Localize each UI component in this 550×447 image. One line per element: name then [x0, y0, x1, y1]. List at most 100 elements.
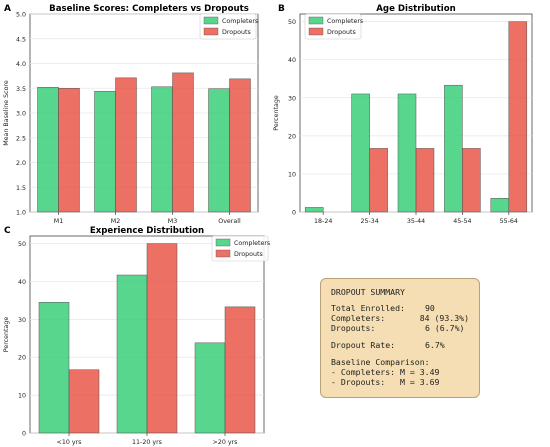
- y-tick-label: 0: [22, 431, 26, 438]
- legend-label-completers: Completers: [222, 18, 258, 25]
- bar-dropouts: [172, 72, 194, 213]
- bar-dropouts: [229, 78, 251, 213]
- y-tick-label: 10: [288, 171, 296, 178]
- panel-letter: A: [4, 4, 11, 14]
- x-tick-label: M1: [54, 218, 63, 225]
- legend-label-completers: Completers: [327, 18, 363, 25]
- y-tick-label: 20: [288, 133, 296, 140]
- summary-title: DROPOUT SUMMARY: [331, 287, 405, 297]
- bar-dropouts: [146, 243, 178, 434]
- summary-comparison-title: Baseline Comparison:: [331, 357, 430, 367]
- legend-swatch-dropouts: [203, 27, 219, 36]
- summary-comparison-dropouts: - Dropouts: M = 3.69: [331, 377, 440, 387]
- y-tick-label: 10: [18, 393, 26, 400]
- y-axis-label: Mean Baseline Score: [3, 80, 10, 146]
- y-tick-label: 50: [288, 19, 296, 26]
- legend-swatch-completers: [203, 16, 219, 25]
- legend-swatch-completers: [215, 238, 231, 247]
- x-tick-label: <10 yrs: [57, 439, 82, 446]
- bar-dropouts: [415, 148, 435, 213]
- summary-rate-value: 6.7%: [425, 340, 445, 350]
- x-tick-label: Overall: [218, 218, 241, 225]
- summary-completers-label: Completers:: [331, 313, 386, 323]
- chart-title: Age Distribution: [376, 4, 455, 14]
- x-tick-label: 45-54: [453, 218, 471, 225]
- summary-total-value: 90: [425, 303, 435, 313]
- legend-label-dropouts: Dropouts: [234, 251, 263, 258]
- y-tick-label: 30: [288, 95, 296, 102]
- bar-completers: [304, 207, 324, 213]
- summary-total-label: Total Enrolled:: [331, 303, 405, 313]
- y-tick-label: 4.0: [16, 61, 26, 68]
- legend: Completers Dropouts: [211, 235, 270, 262]
- summary-completers-value: 84 (93.3%): [419, 313, 469, 323]
- legend: Completers Dropouts: [199, 13, 258, 40]
- summary-dropouts-value: 6 (6.7%): [425, 323, 465, 333]
- y-tick-label: 1.5: [16, 185, 26, 192]
- summary-comparison-completers: - Completers: M = 3.49: [331, 367, 440, 377]
- bar-completers: [490, 198, 510, 213]
- y-tick-label: 30: [18, 317, 26, 324]
- bar-dropouts: [58, 88, 80, 213]
- summary-rate-row: Dropout Rate: 6.7%: [331, 340, 469, 350]
- bar-dropouts: [115, 77, 137, 213]
- legend-swatch-completers: [308, 16, 324, 25]
- bar-completers: [151, 86, 173, 213]
- panel-letter: B: [278, 4, 285, 14]
- bar-completers: [208, 88, 230, 213]
- y-tick-label: 1.0: [16, 210, 26, 217]
- summary-dropouts-row: Dropouts: 6 (6.7%): [331, 323, 469, 333]
- bar-completers: [194, 342, 226, 434]
- bar-completers: [37, 87, 59, 213]
- x-tick-label: M3: [168, 218, 177, 225]
- bar-dropouts: [68, 369, 100, 434]
- chart-title: Experience Distribution: [90, 226, 204, 236]
- legend: Completers Dropouts: [304, 13, 363, 40]
- panel-a: A Baseline Scores: Completers vs Dropouts…: [3, 4, 259, 225]
- legend-label-dropouts: Dropouts: [222, 29, 251, 36]
- x-tick-label: 18-24: [314, 218, 332, 225]
- y-tick-label: 3.0: [16, 111, 26, 118]
- chart-title: Baseline Scores: Completers vs Dropouts: [49, 4, 249, 14]
- x-tick-label: M2: [111, 218, 120, 225]
- x-tick-label: 35-44: [407, 218, 425, 225]
- panel-c: C Experience Distribution 0 10 20 30 40 50 Perce…: [3, 226, 270, 446]
- y-tick-label: 50: [18, 241, 26, 248]
- bar-completers: [444, 84, 463, 213]
- bar-completers: [38, 302, 70, 434]
- x-tick-label: 25-34: [360, 218, 378, 225]
- x-tick-label: 11-20 yrs: [132, 439, 162, 446]
- legend-swatch-dropouts: [308, 27, 324, 36]
- x-tick-label: >20 yrs: [213, 439, 238, 446]
- bar-dropouts: [369, 148, 388, 213]
- y-tick-label: 3.5: [16, 86, 26, 93]
- bar-dropouts: [508, 21, 528, 213]
- y-tick-label: 2.0: [16, 160, 26, 167]
- summary-total-row: Total Enrolled: 90: [331, 303, 469, 313]
- y-tick-label: 0: [292, 210, 296, 217]
- bar-completers: [351, 93, 370, 213]
- y-tick-label: 5.0: [16, 12, 26, 19]
- y-tick-label: 40: [18, 279, 26, 286]
- bar-dropouts: [224, 306, 256, 434]
- summary-dropouts-label: Dropouts:: [331, 323, 376, 333]
- bar-completers: [116, 274, 148, 434]
- y-tick-label: 4.5: [16, 36, 26, 43]
- legend-label-dropouts: Dropouts: [327, 29, 356, 36]
- summary-rate-label: Dropout Rate:: [331, 340, 396, 350]
- bar-completers: [397, 93, 417, 213]
- legend-swatch-dropouts: [215, 249, 231, 258]
- bar-dropouts: [462, 148, 481, 213]
- panel-letter: C: [4, 226, 11, 236]
- x-tick-label: 55-64: [500, 218, 518, 225]
- y-axis-label: Percentage: [3, 317, 10, 353]
- legend-label-completers: Completers: [234, 240, 270, 247]
- summary-completers-row: Completers: 84 (93.3%): [331, 313, 469, 323]
- bar-completers: [94, 90, 116, 213]
- dropout-summary-box: DROPOUT SUMMARY Total Enrolled: 90 Compl…: [320, 278, 480, 398]
- y-tick-label: 40: [288, 57, 296, 64]
- panel-b: B Age Distribution 0 10 20 30 40 50 Percentage 18…: [273, 4, 533, 225]
- y-tick-label: 2.5: [16, 135, 26, 142]
- y-axis-label: Percentage: [273, 95, 280, 131]
